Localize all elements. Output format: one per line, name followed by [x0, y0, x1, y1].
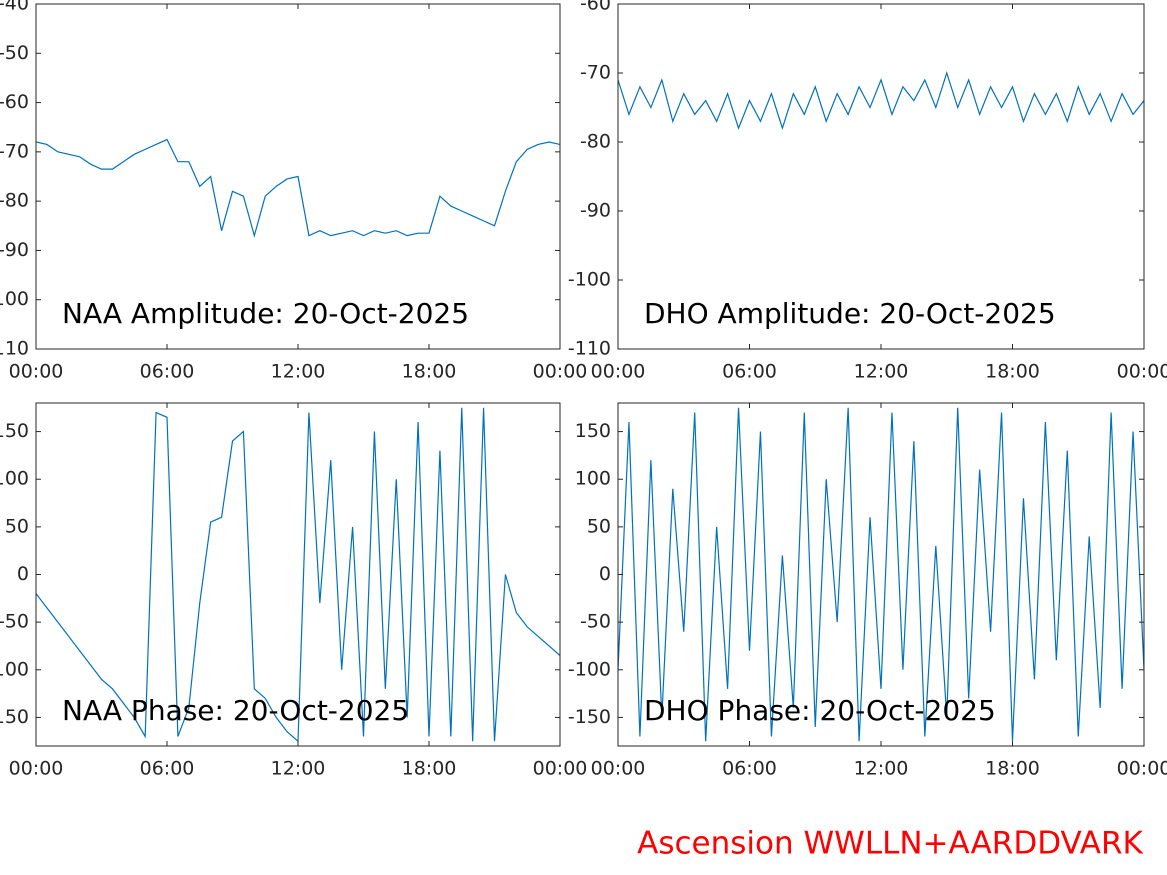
- y-tick-label: 100: [0, 468, 29, 490]
- x-tick-label: 00:00: [9, 361, 64, 383]
- x-tick-label: 18:00: [402, 361, 457, 383]
- x-tick-label: 18:00: [985, 361, 1040, 383]
- y-tick-label: -50: [0, 611, 29, 633]
- x-tick-label: 00:00: [591, 361, 646, 383]
- y-tick-label: -150: [0, 706, 29, 728]
- y-tick-label: -60: [0, 91, 29, 113]
- x-tick-label: 06:00: [140, 758, 195, 780]
- y-tick-label: -100: [568, 658, 611, 680]
- x-tick-label: 12:00: [854, 361, 909, 383]
- x-tick-label: 00:00: [9, 758, 64, 780]
- y-tick-label: 50: [5, 515, 29, 537]
- x-tick-label: 06:00: [140, 361, 195, 383]
- y-tick-label: 50: [587, 515, 611, 537]
- y-tick-label: -80: [0, 190, 29, 212]
- plot-annotation: DHO Phase: 20-Oct-2025: [644, 694, 996, 727]
- x-tick-label: 00:00: [1117, 758, 1167, 780]
- plot-annotation: DHO Amplitude: 20-Oct-2025: [644, 297, 1056, 330]
- y-tick-label: -60: [580, 0, 611, 15]
- x-tick-label: 00:00: [533, 361, 588, 383]
- y-tick-label: -110: [568, 338, 611, 360]
- x-tick-label: 12:00: [271, 361, 326, 383]
- subplot: -40-50-60-70-80-90-100-11000:0006:0012:0…: [0, 0, 587, 383]
- y-tick-label: -100: [0, 658, 29, 680]
- y-tick-label: 150: [575, 420, 611, 442]
- x-tick-label: 00:00: [533, 758, 588, 780]
- y-tick-label: -80: [580, 131, 611, 153]
- y-tick-label: -110: [0, 338, 29, 360]
- subplot: 150 100 50 0 -50 -100 -150 00:00 06:00 12:00 18:00…: [0, 402, 588, 780]
- y-tick-label: -90: [580, 200, 611, 222]
- data-line: [618, 71, 1144, 131]
- y-tick-label: -90: [0, 239, 29, 261]
- x-tick-label: 00:00: [1117, 361, 1167, 383]
- footer: Ascension WWLLN+AARDDVARK: [637, 826, 1143, 862]
- y-tick-label: -100: [568, 269, 611, 291]
- subplot: 150 100 50 0 -50 -100 -150 00:00 06:00 12:00 18:00…: [568, 402, 1167, 780]
- plot-annotation: NAA Phase: 20-Oct-2025: [62, 694, 409, 727]
- x-tick-label: 18:00: [402, 758, 457, 780]
- y-tick-label: 100: [575, 468, 611, 490]
- x-tick-label: 00:00: [591, 758, 646, 780]
- x-tick-label: 12:00: [854, 758, 909, 780]
- y-tick-label: -150: [568, 706, 611, 728]
- data-line: [618, 407, 1144, 742]
- x-tick-label: 18:00: [985, 758, 1040, 780]
- x-tick-label: 06:00: [722, 361, 777, 383]
- y-tick-label: 0: [17, 563, 29, 585]
- y-tick-label: -100: [0, 288, 29, 310]
- y-tick-label: 150: [0, 420, 29, 442]
- y-tick-label: -40: [0, 0, 29, 15]
- y-tick-label: -70: [0, 140, 29, 162]
- x-tick-label: 06:00: [722, 758, 777, 780]
- data-line: [36, 407, 560, 743]
- y-tick-label: -50: [580, 611, 611, 633]
- y-tick-label: -70: [580, 62, 611, 84]
- y-tick-label: -50: [0, 42, 29, 64]
- x-tick-label: 12:00: [271, 758, 326, 780]
- y-tick-label: 0: [599, 563, 611, 585]
- data-line: [36, 138, 560, 238]
- plot-annotation: NAA Amplitude: 20-Oct-2025: [62, 297, 469, 330]
